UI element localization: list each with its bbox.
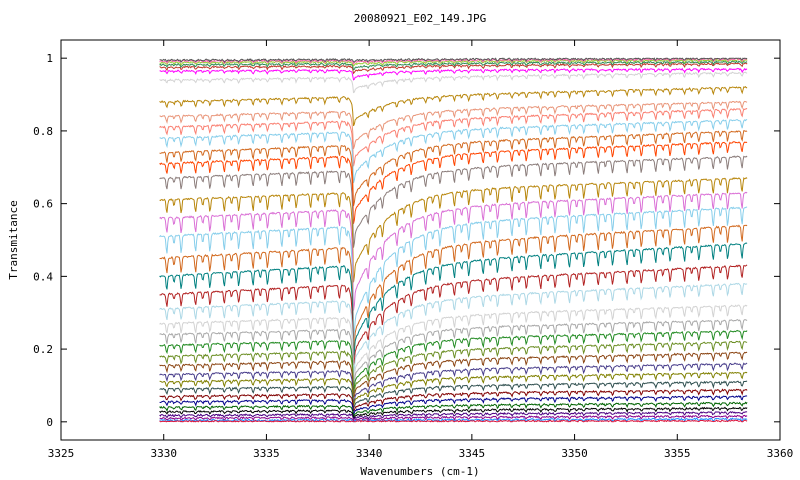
x-tick-label: 3330 — [150, 447, 177, 460]
spectrum-line-27 — [159, 362, 748, 404]
spectrum-line-26 — [159, 351, 748, 399]
spectrum-line-9 — [159, 100, 748, 149]
plot-frame — [60, 39, 781, 441]
spectrum-line-19 — [159, 242, 748, 358]
y-axis-label: Transmitance — [7, 200, 20, 279]
series-layer — [159, 57, 748, 423]
spectrum-line-2 — [159, 62, 748, 75]
y-tick-label: 0.2 — [33, 343, 53, 356]
y-axis: 0 0.2 0.4 0.6 0.8 1 — [33, 52, 780, 429]
spectrum-line-31 — [159, 395, 748, 415]
spectrum-line-20 — [159, 264, 748, 366]
x-tick-label: 3345 — [459, 447, 486, 460]
spectrum-line-7 — [159, 71, 748, 94]
spectrum-line-13 — [159, 141, 748, 224]
spectrum-line-36 — [159, 417, 748, 423]
x-tick-label: 3335 — [253, 447, 280, 460]
spectrum-line-14 — [159, 155, 748, 248]
spectrum-line-28 — [159, 371, 748, 406]
spectrum-line-8 — [159, 85, 748, 127]
y-tick-label: 0 — [46, 416, 53, 429]
x-tick-label: 3355 — [664, 447, 691, 460]
spectrum-line-16 — [159, 191, 748, 311]
spectrum-line-33 — [159, 406, 748, 419]
spectrum-line-24 — [159, 329, 748, 390]
spectrum-line-3 — [159, 60, 748, 71]
x-axis-label: Wavenumbers (cm-1) — [360, 465, 479, 478]
y-tick-label: 0.4 — [33, 270, 53, 283]
spectrum-line-35 — [159, 414, 748, 423]
spectrum-line-12 — [159, 130, 748, 207]
y-tick-label: 0.8 — [33, 125, 53, 138]
x-tick-label: 3340 — [356, 447, 383, 460]
spectrum-line-17 — [159, 206, 748, 339]
spectrum-line-6 — [159, 57, 748, 63]
x-tick-label: 3325 — [48, 447, 75, 460]
spectrum-line-30 — [159, 388, 748, 413]
spectrum-line-34 — [159, 411, 748, 421]
x-axis: 3325 3330 3335 3340 3345 3350 3355 3360 — [48, 40, 794, 460]
x-tick-label: 3360 — [767, 447, 794, 460]
spectrum-line-1 — [159, 67, 748, 81]
spectrum-line-18 — [159, 224, 748, 351]
spectrum-line-11 — [159, 119, 748, 184]
spectrum-line-23 — [159, 319, 748, 386]
spectrum-line-15 — [159, 177, 748, 283]
x-tick-label: 3350 — [561, 447, 588, 460]
spectrum-line-32 — [159, 401, 748, 419]
spectrum-line-10 — [159, 108, 748, 167]
spectrum-line-29 — [159, 380, 748, 409]
spectrum-line-22 — [159, 304, 748, 380]
chart-title: 20080921_E02_149.JPG — [354, 12, 486, 25]
spectrum-line-21 — [159, 282, 748, 373]
y-tick-label: 0.6 — [33, 198, 53, 211]
y-tick-label: 1 — [46, 52, 53, 65]
spectrum-line-37 — [159, 419, 748, 423]
spectrum-line-5 — [159, 57, 748, 66]
spectrum-line-25 — [159, 340, 748, 395]
